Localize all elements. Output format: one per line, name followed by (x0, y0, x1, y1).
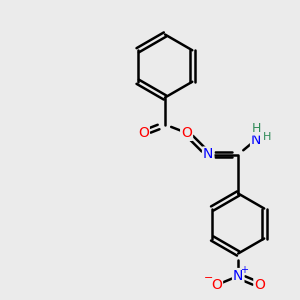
Text: N: N (251, 133, 261, 146)
Text: O: O (211, 278, 222, 292)
Text: +: + (240, 265, 248, 275)
Text: H: H (251, 122, 261, 135)
Text: O: O (254, 278, 265, 292)
Text: H: H (262, 131, 271, 142)
Text: O: O (138, 126, 149, 140)
Text: N: N (233, 269, 243, 283)
Text: −: − (203, 273, 213, 284)
Text: O: O (181, 126, 192, 140)
Text: N: N (203, 148, 213, 161)
